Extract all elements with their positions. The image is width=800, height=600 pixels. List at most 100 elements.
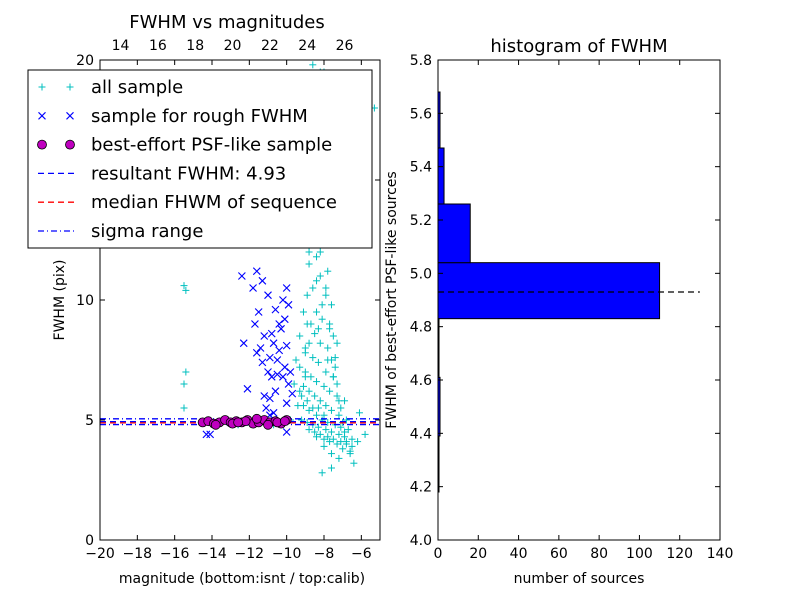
all-sample-point — [311, 330, 319, 338]
all-sample-point — [326, 325, 334, 333]
rough-sample-point — [237, 272, 246, 280]
rough-sample-point — [264, 291, 272, 300]
rough-sample-point — [252, 348, 261, 357]
all-sample-point — [333, 392, 341, 400]
cross-b — [282, 428, 291, 436]
best-sample-point — [279, 416, 290, 427]
cross-b — [254, 308, 263, 316]
cross-b — [256, 344, 265, 352]
all-sample-point — [322, 402, 330, 410]
legend-marker-b — [66, 111, 74, 120]
rough-sample-point — [288, 389, 297, 398]
right-x-tick-label: 100 — [626, 546, 653, 562]
legend-marker-circle — [37, 139, 47, 150]
cross-b — [267, 329, 276, 338]
all-sample-point — [329, 332, 337, 340]
all-sample-point — [313, 308, 321, 316]
all-sample-point — [354, 438, 362, 446]
rough-sample-point — [262, 404, 271, 412]
right-x-tick-label: 120 — [666, 546, 693, 562]
rough-sample-point — [269, 339, 278, 348]
all-sample-point — [318, 315, 326, 323]
cross-b — [275, 346, 284, 355]
all-sample-point — [342, 416, 350, 424]
rough-sample-point — [267, 329, 276, 338]
fwhm-histogram-chart: histogram of FWHM 0 20 40 60 80 100 120 140 4.0 4… — [384, 36, 733, 587]
right-chart-title: histogram of FWHM — [490, 36, 667, 57]
cross-b — [251, 320, 259, 328]
right-y-tick-label: 4.8 — [410, 320, 432, 336]
left-y-tick-label: 10 — [76, 293, 94, 309]
cross-b — [262, 404, 271, 412]
all-sample-point — [311, 428, 319, 436]
cross-b — [267, 372, 276, 381]
legend-label: median FHWM of sequence — [91, 192, 337, 213]
best-sample-point — [210, 419, 221, 430]
all-sample-point — [314, 325, 322, 333]
cross-b — [258, 276, 267, 285]
legend-entry: sigma range — [38, 221, 203, 242]
all-sample-point — [311, 392, 319, 400]
all-sample-point — [314, 423, 322, 431]
cross-b — [252, 267, 261, 276]
all-sample-point — [326, 438, 334, 446]
legend-label: sigma range — [91, 221, 203, 242]
best-sample-point — [233, 417, 244, 428]
all-sample-point — [303, 397, 311, 405]
left-x-tick-label: −16 — [160, 546, 190, 562]
best-sample-point — [251, 413, 262, 424]
right-x-tick-label: 20 — [469, 546, 487, 562]
all-sample-point — [348, 435, 356, 443]
left-x-tick-label: −8 — [314, 546, 335, 562]
all-sample-point — [324, 344, 332, 352]
left-chart-title: FWHM vs magnitudes — [129, 12, 324, 33]
rough-sample-point — [239, 339, 248, 348]
cross-b — [273, 356, 282, 364]
rough-sample-point — [265, 394, 274, 403]
all-sample-point — [335, 430, 343, 438]
right-y-tick-label: 5.2 — [410, 213, 432, 229]
rough-sample-point — [256, 344, 265, 352]
rough-sample-point — [286, 368, 295, 376]
left-top-tick-label: 22 — [261, 38, 279, 54]
all-sample-point — [290, 380, 298, 388]
legend-entry: best-effort PSF-like sample — [37, 135, 332, 156]
cross-b — [275, 320, 284, 328]
rough-sample-point — [282, 341, 291, 350]
all-sample-point — [313, 378, 321, 386]
all-sample-point — [344, 426, 352, 434]
best-sample-point — [263, 419, 273, 430]
right-y-tick-label: 4.4 — [410, 426, 432, 442]
rough-sample-point — [275, 320, 284, 328]
all-sample-point — [316, 248, 324, 256]
all-sample-point — [303, 291, 311, 299]
all-sample-point — [333, 339, 341, 347]
histogram-bar — [437, 147, 445, 205]
rough-sample-point — [271, 387, 280, 396]
legend-label: resultant FWHM: 4.93 — [91, 163, 286, 184]
all-sample-point — [327, 406, 335, 414]
rough-sample-point — [258, 276, 267, 285]
all-sample-point — [327, 428, 335, 436]
all-sample-point — [320, 411, 328, 419]
all-sample-point — [322, 291, 330, 299]
rough-sample-point — [282, 399, 291, 408]
rough-sample-point — [252, 267, 261, 276]
all-sample-point — [320, 382, 328, 390]
fwhm-vs-magnitude-chart: FWHM vs magnitudes −20 −18 −16 −14 −12 −10 −8−… — [27, 12, 381, 587]
all-sample-point — [305, 387, 313, 395]
left-x-tick-label: −12 — [235, 546, 265, 562]
all-sample-point — [180, 380, 188, 388]
legend: all sample sample for rough FWHM best-effo… — [27, 69, 373, 249]
rough-sample-point — [280, 363, 289, 372]
rough-sample-point — [280, 315, 289, 324]
all-sample-point — [296, 332, 304, 340]
cross-b — [284, 380, 293, 388]
cross-b — [243, 384, 252, 393]
all-sample-point — [327, 301, 335, 309]
legend-marker-circle — [65, 139, 75, 150]
cross-b — [264, 368, 272, 376]
legend-entry: resultant FWHM: 4.93 — [38, 163, 286, 184]
right-y-axis-label: FWHM of best-effort PSF-like sources — [384, 171, 400, 428]
